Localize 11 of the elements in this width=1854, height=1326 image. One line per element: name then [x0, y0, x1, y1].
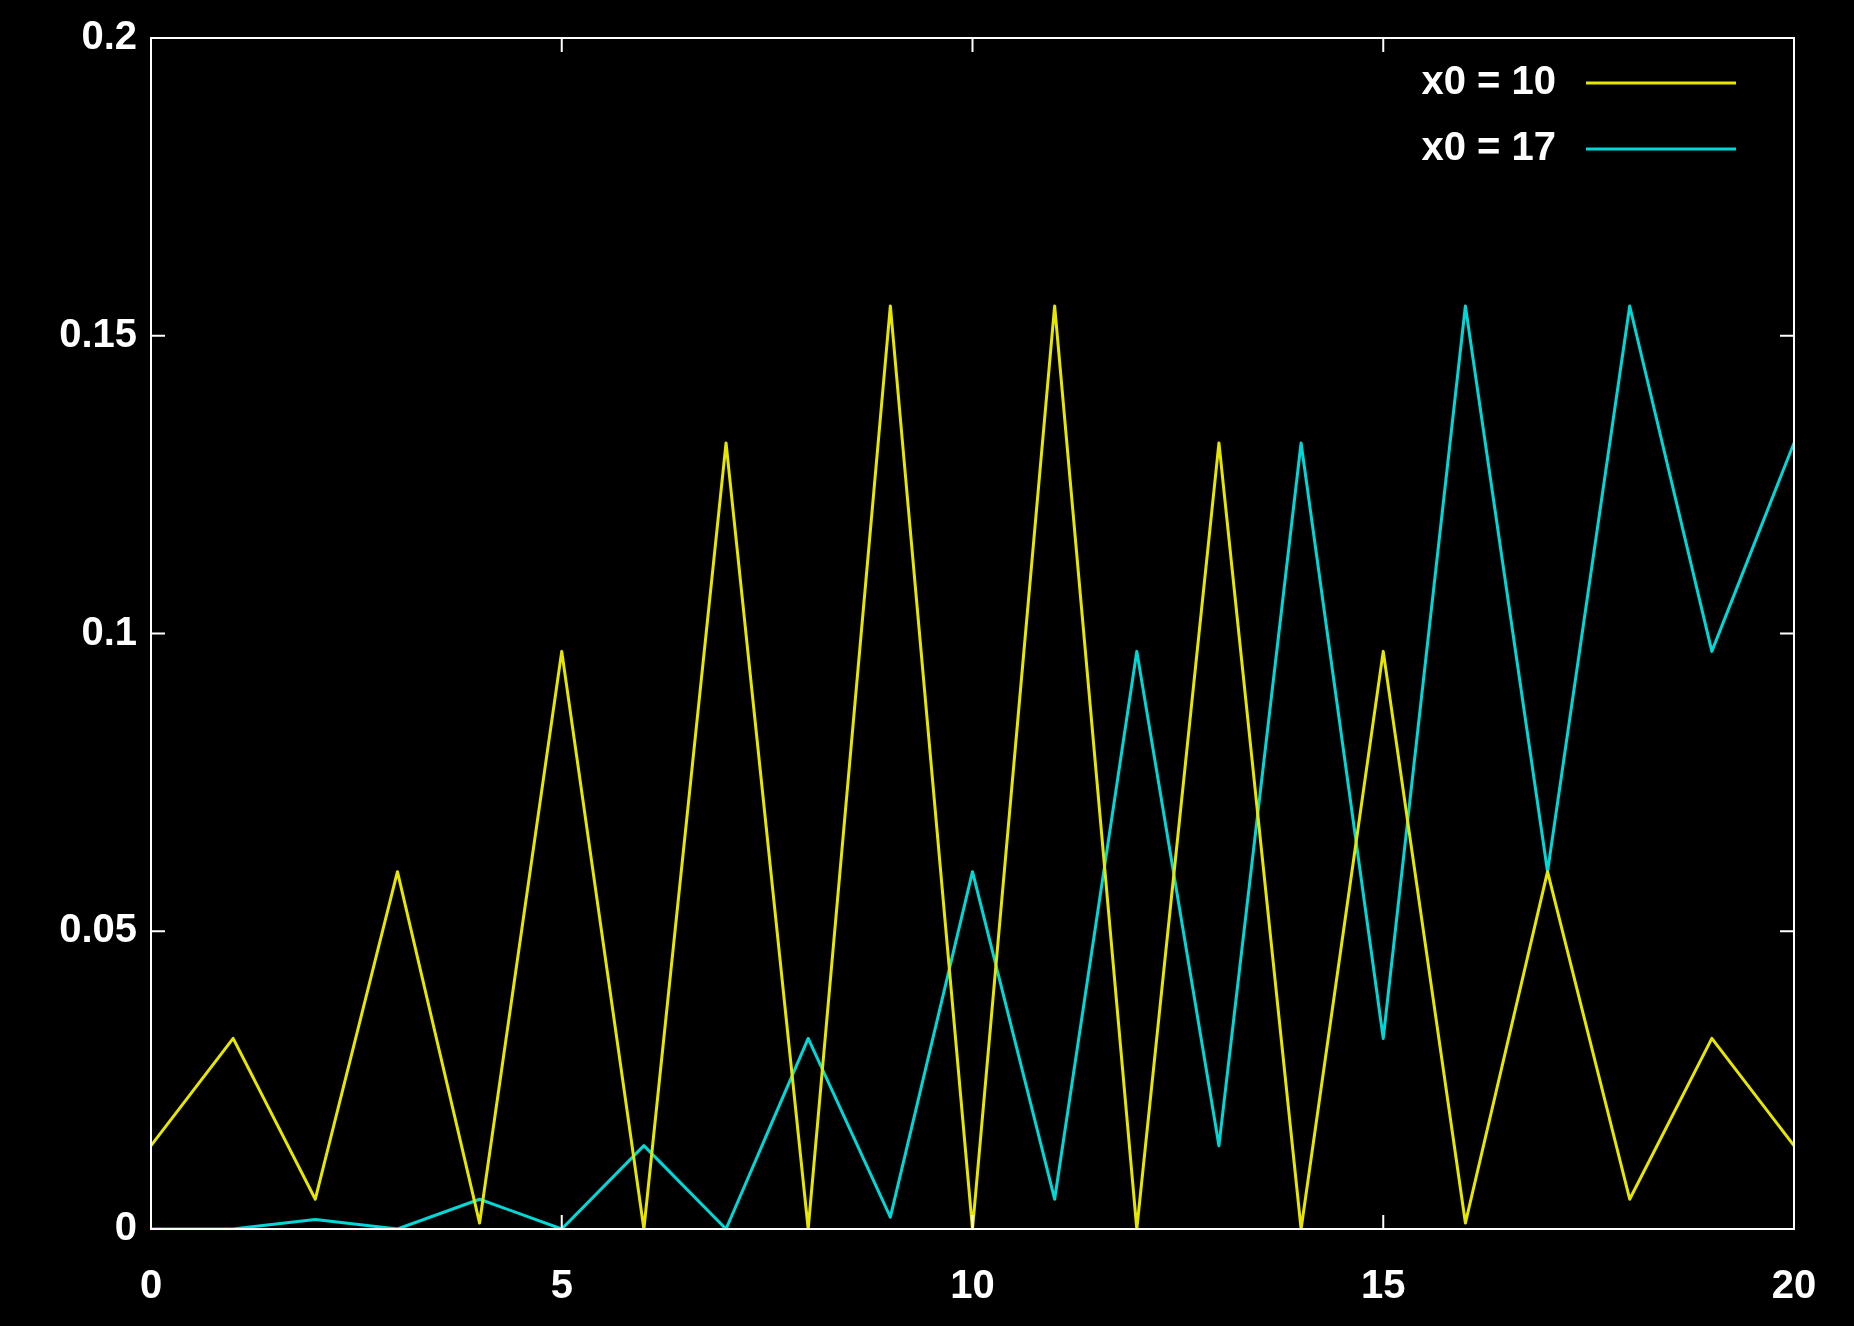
x-tick-label: 5 [550, 1262, 573, 1307]
x-tick-label: 15 [1361, 1262, 1406, 1307]
x-tick-label: 10 [950, 1262, 995, 1307]
y-tick-label: 0.15 [59, 310, 137, 355]
legend-label: x0 = 17 [1421, 124, 1556, 169]
y-tick-label: 0.05 [59, 906, 137, 951]
y-tick-label: 0.1 [81, 608, 137, 653]
y-tick-label: 0 [114, 1204, 137, 1249]
x-tick-label: 20 [1771, 1262, 1817, 1307]
y-tick-label: 0.2 [81, 13, 137, 58]
legend-label: x0 = 10 [1421, 58, 1556, 103]
